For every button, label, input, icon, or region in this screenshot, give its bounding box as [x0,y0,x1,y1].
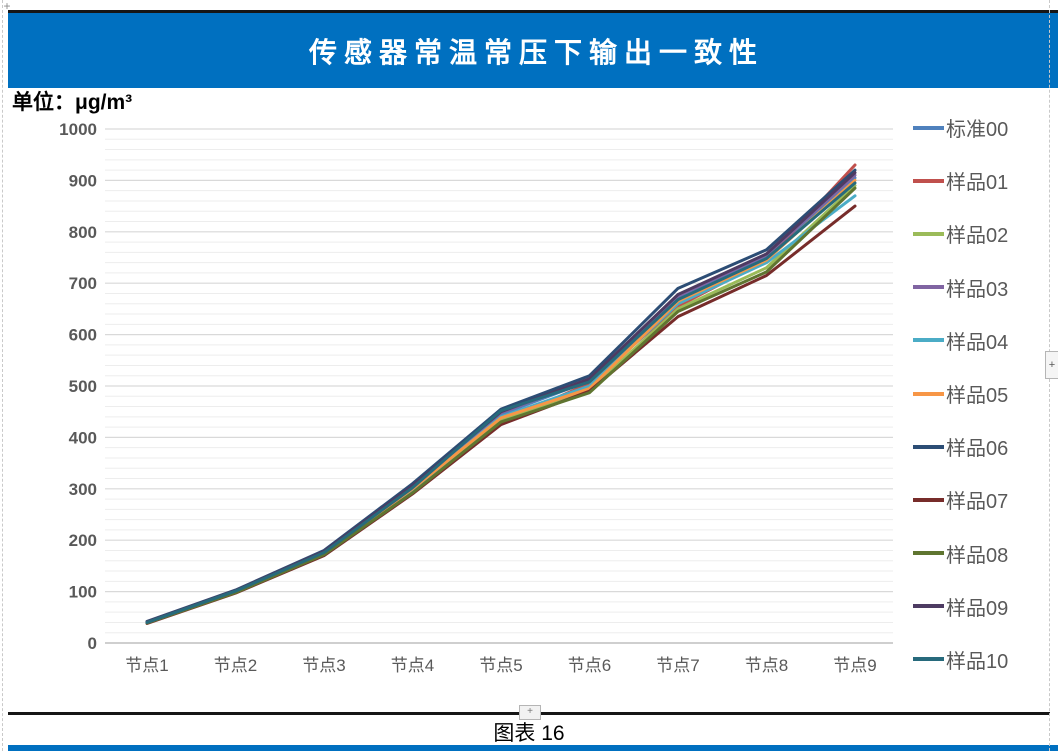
x-tick-label: 节点1 [125,656,168,675]
legend-label: 样品07 [946,491,1009,514]
next-chart-title-bar-edge [8,745,1058,751]
legend-swatch-icon [913,657,944,662]
legend-label: 样品05 [946,385,1009,408]
x-tick-label: 节点5 [479,656,522,675]
legend-label: 样品08 [946,544,1009,567]
y-tick-label: 0 [88,634,97,653]
series-line-样品10 [145,181,857,624]
legend-swatch-icon [913,178,944,183]
legend-swatch-icon [913,231,944,236]
legend-item-样品07: 样品07 [913,473,1058,526]
chart-title: 传感器常温常压下输出一致性 [308,36,764,68]
y-tick-label: 400 [69,428,97,447]
x-tick-label: 节点3 [302,656,345,675]
legend-swatch-icon [913,285,944,290]
legend-swatch-icon [913,125,944,130]
legend-swatch-icon [913,338,944,343]
legend-label: 标准00 [946,119,1009,142]
chart-title-bar: 传感器常温常压下输出一致性 [8,13,1058,88]
series-line-样品02 [145,184,857,624]
series-line-样品09 [145,171,857,624]
y-tick-label: 800 [69,223,97,242]
legend-label: 样品04 [946,331,1009,354]
y-tick-label: 900 [69,171,97,190]
y-tick-label: 300 [69,480,97,499]
series-line-样品05 [145,178,857,624]
legend-label: 样品03 [946,278,1009,301]
series-line-标准00 [145,176,857,624]
x-tick-label: 节点8 [745,656,788,675]
legend-item-样品08: 样品08 [913,527,1058,580]
y-tick-label: 200 [69,531,97,550]
legend-label: 样品09 [946,597,1009,620]
series-line-样品01 [145,163,857,624]
page-boundary-left [2,0,3,751]
legend-item-样品09: 样品09 [913,580,1058,633]
caption-plus-button[interactable]: + [519,705,541,720]
series-line-样品06 [145,168,857,623]
y-tick-label: 700 [69,274,97,293]
legend-item-样品06: 样品06 [913,420,1058,473]
y-tick-label: 100 [69,583,97,602]
x-tick-label: 节点6 [568,656,611,675]
y-tick-label: 500 [69,377,97,396]
legend-item-样品03: 样品03 [913,261,1058,314]
legend-item-标准00: 标准00 [913,101,1058,154]
legend: 标准00 样品01 样品02 样品03 样品04 样品05 样品06 样品07 样品08 样品09… [913,101,1058,686]
y-tick-label: 600 [69,326,97,345]
legend-swatch-icon [913,444,944,449]
legend-swatch-icon [913,391,944,396]
legend-item-样品10: 样品10 [913,633,1058,686]
legend-item-样品01: 样品01 [913,154,1058,207]
move-handle-icon[interactable]: + [3,0,11,13]
legend-label: 样品10 [946,650,1009,673]
series-line-样品08 [145,186,857,625]
x-tick-label: 节点2 [214,656,257,675]
legend-item-样品05: 样品05 [913,367,1058,420]
legend-label: 样品02 [946,225,1009,248]
legend-swatch-icon [913,497,944,502]
chart-caption: 图表 16 [493,722,565,745]
legend-item-样品04: 样品04 [913,314,1058,367]
x-tick-label: 节点4 [391,656,434,675]
legend-label: 样品06 [946,438,1009,461]
legend-item-样品02: 样品02 [913,207,1058,260]
x-tick-label: 节点7 [656,656,699,675]
legend-swatch-icon [913,551,944,556]
legend-label: 样品01 [946,172,1009,195]
legend-swatch-icon [913,604,944,609]
right-edge-expand-button[interactable]: + [1045,351,1058,379]
chart-top-border [8,10,1058,13]
y-tick-label: 1000 [59,120,97,139]
axis-unit-label: 单位：μg/m³ [12,91,133,114]
x-tick-label: 节点9 [833,656,876,675]
